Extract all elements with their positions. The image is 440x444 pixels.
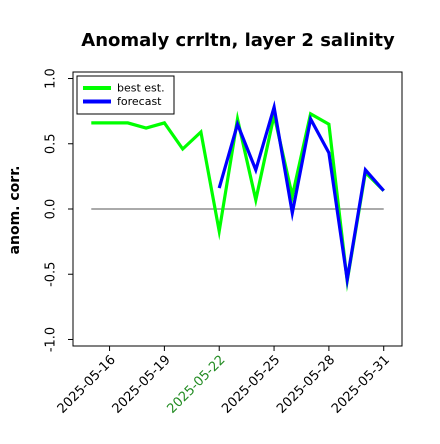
plot-area: -1.0-0.50.00.51.02025-05-162025-05-19202… [44, 68, 403, 417]
x-tick-label: 2025-05-31 [329, 353, 393, 417]
y-tick-label: 1.0 [44, 68, 59, 89]
chart-title: Anomaly crrltn, layer 2 salinity [81, 30, 395, 51]
y-tick-label: 0.0 [44, 199, 59, 220]
legend-label: best est. [117, 82, 165, 95]
x-tick-label: 2025-05-28 [274, 353, 338, 417]
y-tick-label: -1.0 [44, 327, 59, 352]
legend-label: forecast [117, 95, 162, 108]
x-tick-label: 2025-05-19 [110, 353, 174, 417]
y-tick-label: 0.5 [44, 133, 59, 154]
series-line-forecast [219, 107, 384, 279]
y-axis-label: anom. corr. [7, 166, 23, 255]
y-tick-label: -0.5 [44, 262, 59, 287]
series-line-best-est [91, 114, 383, 281]
